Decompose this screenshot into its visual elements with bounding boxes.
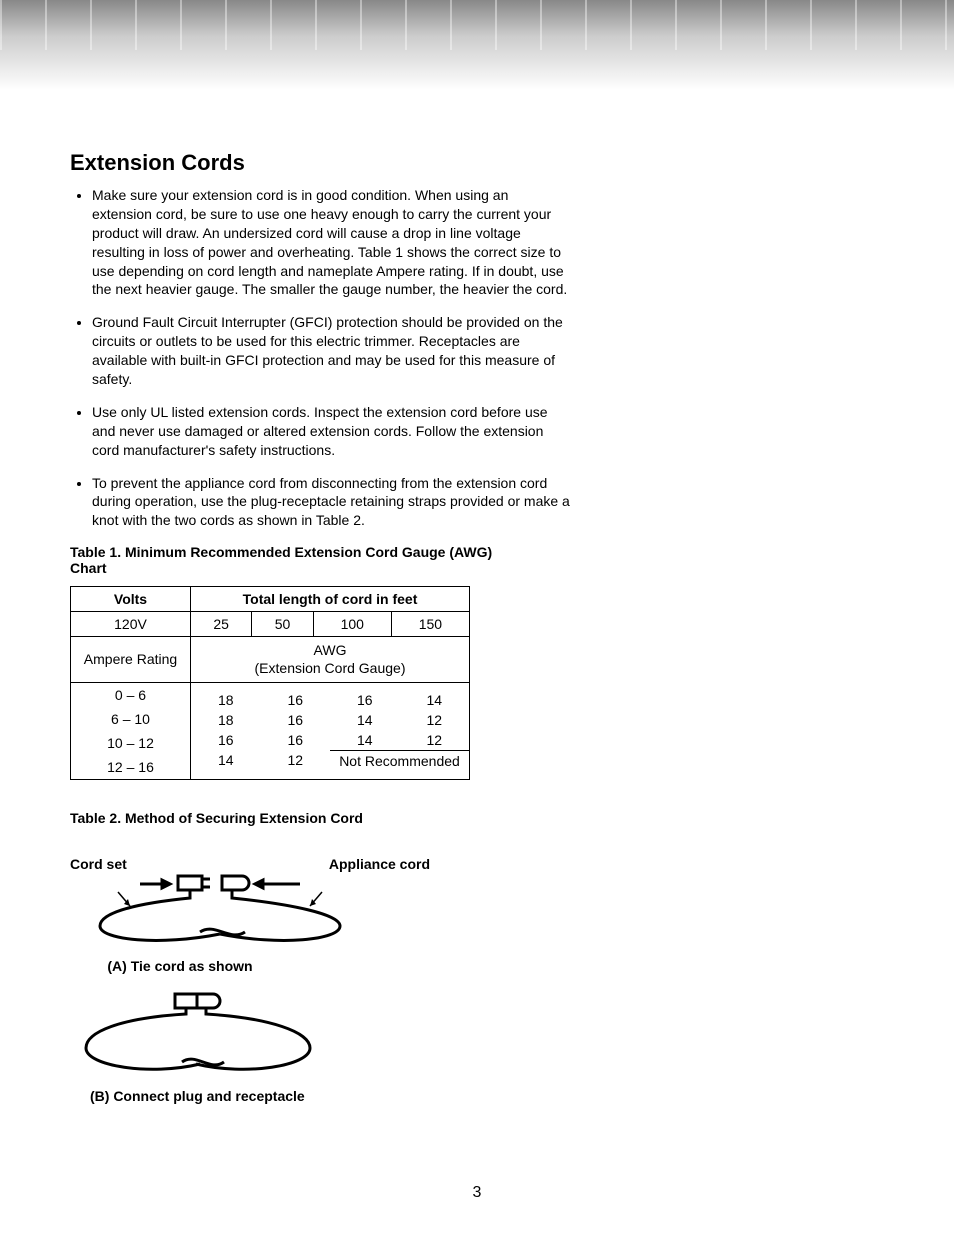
awg-cell: 12 bbox=[261, 750, 331, 771]
not-recommended-cell: Not Recommended bbox=[330, 750, 469, 771]
awg-cell: 12 bbox=[400, 730, 470, 750]
ampere-range: 10 – 12 bbox=[71, 731, 190, 755]
diagram-b-caption: (B) Connect plug and receptacle bbox=[70, 1088, 330, 1104]
total-length-header: Total length of cord in feet bbox=[191, 587, 470, 612]
table1-caption: Table 1. Minimum Recommended Extension C… bbox=[70, 544, 530, 576]
volts-header: Volts bbox=[71, 587, 191, 612]
length-cell: 25 bbox=[191, 612, 252, 637]
page-content: Extension Cords Make sure your extension… bbox=[0, 90, 954, 1242]
diagram-a-svg bbox=[70, 874, 370, 952]
length-cell: 100 bbox=[313, 612, 391, 637]
volts-value: 120V bbox=[71, 612, 191, 637]
length-cell: 50 bbox=[252, 612, 313, 637]
ampere-range: 12 – 16 bbox=[71, 755, 190, 779]
awg-cell: 16 bbox=[261, 730, 331, 750]
cord-set-label: Cord set bbox=[70, 856, 127, 872]
header-gradient bbox=[0, 0, 954, 90]
awg-cell: 18 bbox=[191, 690, 261, 710]
page-number: 3 bbox=[70, 1184, 884, 1202]
bullet-list: Make sure your extension cord is in good… bbox=[92, 186, 572, 530]
list-item: Ground Fault Circuit Interrupter (GFCI) … bbox=[92, 313, 572, 389]
header-ticks bbox=[0, 0, 954, 50]
awg-cell: 18 bbox=[191, 710, 261, 730]
table2-caption: Table 2. Method of Securing Extension Co… bbox=[70, 810, 530, 826]
list-item: Use only UL listed extension cords. Insp… bbox=[92, 403, 572, 460]
section-title: Extension Cords bbox=[70, 150, 884, 176]
length-cell: 150 bbox=[391, 612, 469, 637]
awg-cell: 14 bbox=[330, 710, 400, 730]
awg-header: AWG (Extension Cord Gauge) bbox=[191, 637, 470, 682]
ampere-header: Ampere Rating bbox=[71, 637, 191, 682]
awg-cell: 14 bbox=[400, 690, 470, 710]
awg-cell: 16 bbox=[261, 690, 331, 710]
awg-cell: 14 bbox=[191, 750, 261, 771]
awg-cell: 16 bbox=[330, 690, 400, 710]
ampere-range: 6 – 10 bbox=[71, 707, 190, 731]
diagram-a-block: Cord set Appliance cord bbox=[70, 856, 430, 1104]
diagram-b-svg bbox=[70, 992, 330, 1082]
awg-line1: AWG bbox=[314, 642, 347, 658]
appliance-cord-label: Appliance cord bbox=[329, 856, 430, 872]
list-item: To prevent the appliance cord from disco… bbox=[92, 474, 572, 531]
awg-table: Volts Total length of cord in feet 120V … bbox=[70, 586, 470, 779]
list-item: Make sure your extension cord is in good… bbox=[92, 186, 572, 299]
diagram-a-caption: (A) Tie cord as shown bbox=[70, 958, 290, 974]
awg-cell: 16 bbox=[191, 730, 261, 750]
awg-cell: 14 bbox=[330, 730, 400, 750]
awg-cell: 12 bbox=[400, 710, 470, 730]
ampere-range: 0 – 6 bbox=[71, 683, 190, 707]
ampere-ranges-cell: 0 – 6 6 – 10 10 – 12 12 – 16 bbox=[71, 682, 191, 779]
awg-line2: (Extension Cord Gauge) bbox=[255, 660, 406, 676]
awg-cell: 16 bbox=[261, 710, 331, 730]
awg-values-cell: 18 16 16 14 18 16 14 12 16 16 14 12 14 1… bbox=[191, 682, 470, 779]
